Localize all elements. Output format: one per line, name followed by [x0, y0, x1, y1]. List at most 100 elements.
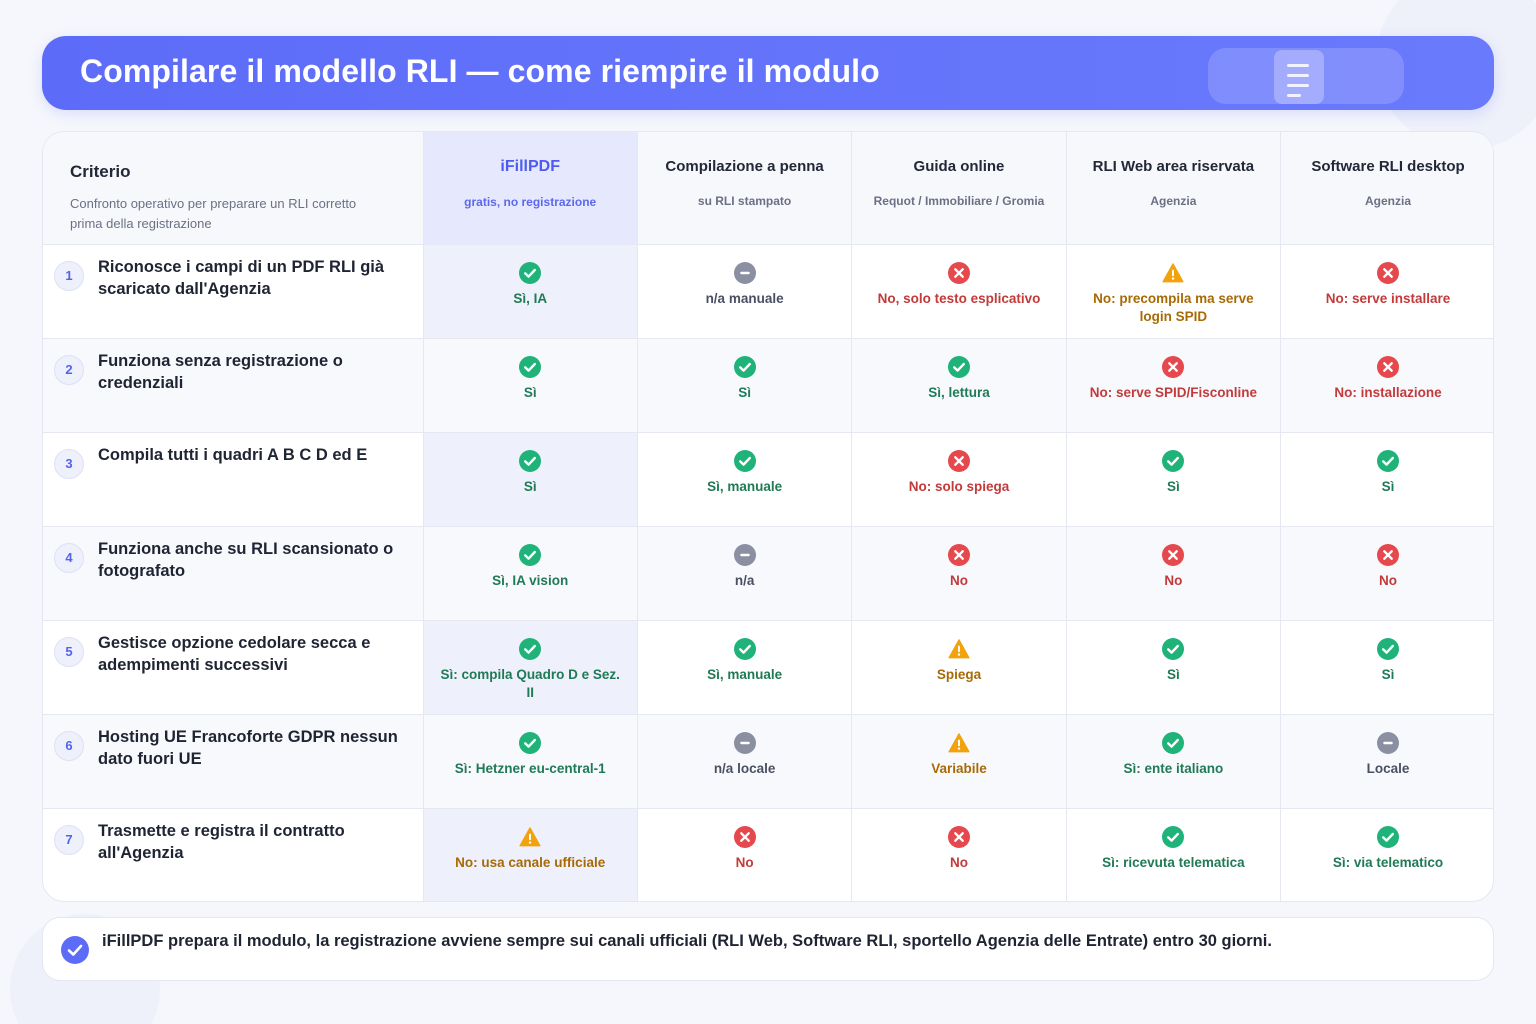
cross-icon: [947, 543, 970, 566]
row-number-badge: 2: [54, 354, 84, 385]
footer-note-text: iFillPDF prepara il modulo, la registraz…: [102, 932, 1272, 950]
check-icon: [1377, 449, 1399, 472]
status-cell: No, solo testo esplicativo: [851, 244, 1067, 339]
column-header-subtitle: Agenzia: [1365, 194, 1412, 208]
status-cell: n/a locale: [637, 714, 853, 810]
check-icon: [519, 449, 542, 472]
status-cell: Locale: [1280, 714, 1493, 810]
status-cell: Sì: [423, 432, 638, 527]
cross-icon: [1377, 543, 1399, 566]
column-header-title: RLI Web area riservata: [1092, 158, 1255, 175]
status-label: No: solo spiega: [908, 478, 1010, 494]
status-cell: Sì, lettura: [851, 338, 1067, 433]
status-label: Sì, manuale: [707, 666, 783, 682]
check-icon: [1162, 637, 1185, 660]
status-cell: Sì: [1280, 620, 1493, 715]
status-cell: Sì: compila Quadro D e Sez. II: [423, 620, 638, 715]
status-label: No: [1164, 572, 1183, 588]
status-cell: No: [851, 808, 1067, 901]
comparison-table-card: Criterio Confronto operativo per prepara…: [42, 131, 1494, 902]
minus-icon: [1377, 731, 1399, 754]
status-label: No: [949, 855, 968, 871]
row-number-badge: 7: [54, 825, 84, 856]
page-header: Compilare il modello RLI — come riempire…: [42, 36, 1494, 110]
check-icon: [1162, 731, 1185, 754]
minus-icon: [733, 261, 756, 284]
status-cell: Sì: ricevuta telematica: [1066, 808, 1282, 901]
table-row: 3 Compila tutti i quadri A B C D ed E Sì Sì…: [43, 432, 1493, 527]
status-cell: Sì: Hetzner eu-central-1: [423, 714, 638, 810]
status-cell: n/a manuale: [637, 244, 853, 339]
warning-icon: [948, 639, 970, 659]
criterion-cell: 4 Funziona anche su RLI scansionato o fot…: [43, 526, 424, 621]
table-row: 6 Hosting UE Francoforte GDPR nessun dato…: [43, 714, 1493, 810]
status-label: No, solo testo esplicativo: [877, 290, 1041, 306]
cross-icon: [733, 826, 756, 849]
status-label: Sì, IA vision: [492, 572, 569, 588]
check-icon: [733, 449, 756, 472]
status-cell: Variabile: [851, 714, 1067, 810]
status-cell: Sì, IA: [423, 244, 638, 339]
check-icon: [519, 543, 542, 566]
status-label: No: serve installare: [1325, 290, 1451, 306]
status-label: Locale: [1366, 760, 1410, 776]
status-cell: Sì: [637, 338, 853, 433]
criterion-label: Riconosce i campi di un PDF RLI già scar…: [98, 257, 385, 298]
row-number-badge: 1: [54, 260, 84, 291]
check-circle-icon: [61, 936, 89, 964]
cross-icon: [1162, 355, 1185, 378]
criterion-label: Gestisce opzione cedolare secca e adempi…: [98, 633, 371, 674]
status-label: No: [735, 855, 754, 871]
cross-icon: [1377, 261, 1399, 284]
status-label: Sì: Hetzner eu-central-1: [454, 760, 606, 776]
page-title: Compilare il modello RLI — come riempire…: [80, 53, 880, 89]
criterion-cell: 7 Trasmette e registra il contratto all'A…: [43, 808, 424, 901]
status-cell: No: serve installare: [1280, 244, 1493, 339]
cross-icon: [1377, 355, 1399, 378]
criterion-cell: 6 Hosting UE Francoforte GDPR nessun dato…: [43, 714, 424, 810]
column-header-title: iFillPDF: [500, 158, 560, 175]
document-icon: [1274, 50, 1324, 104]
status-label: Sì, lettura: [928, 384, 990, 400]
criteria-column-header: Criterio Confronto operativo per prepara…: [43, 132, 424, 245]
column-header: Compilazione a penna su RLI stampato: [637, 132, 853, 245]
check-icon: [1377, 637, 1399, 660]
status-cell: Sì, manuale: [637, 620, 853, 715]
criterion-cell: 1 Riconosce i campi di un PDF RLI già sca…: [43, 244, 424, 339]
table-row: 1 Riconosce i campi di un PDF RLI già sca…: [43, 244, 1493, 339]
status-label: Sì: ente italiano: [1123, 760, 1224, 776]
minus-icon: [733, 543, 756, 566]
header-decoration: [1208, 48, 1404, 104]
check-icon: [1377, 826, 1399, 849]
status-cell: No: usa canale ufficiale: [423, 808, 638, 901]
row-number-badge: 3: [54, 448, 84, 479]
status-cell: No: precompila ma serve login SPID: [1066, 244, 1282, 339]
minus-icon: [733, 731, 756, 754]
status-cell: Sì: via telematico: [1281, 809, 1493, 901]
row-number-badge: 4: [54, 542, 84, 573]
status-label: No: usa canale ufficiale: [455, 855, 606, 871]
column-header-subtitle: su RLI stampato: [697, 194, 792, 208]
status-label: Sì: [523, 384, 537, 400]
comparison-table: Criterio Confronto operativo per prepara…: [43, 132, 1493, 901]
status-label: No: [949, 572, 968, 588]
column-header-subtitle: gratis, no registrazione: [464, 195, 597, 209]
status-label: n/a locale: [713, 760, 776, 776]
status-cell: Sì: [1066, 432, 1282, 527]
table-row: 4 Funziona anche su RLI scansionato o fot…: [43, 526, 1493, 621]
status-label: Sì: [738, 384, 751, 400]
status-label: Sì: [1166, 666, 1180, 682]
status-cell: No: serve SPID/Fisconline: [1066, 338, 1282, 433]
status-label: No: precompila ma serve login SPID: [1093, 290, 1254, 324]
check-icon: [947, 355, 970, 378]
status-cell: Sì, IA vision: [423, 526, 638, 621]
status-label: Sì, IA: [513, 290, 548, 306]
check-icon: [519, 355, 542, 378]
status-label: No: installazione: [1334, 384, 1442, 400]
status-label: Sì: via telematico: [1332, 855, 1444, 871]
status-cell: Sì, manuale: [637, 432, 853, 527]
column-header: Software RLI desktop Agenzia: [1280, 132, 1493, 245]
column-header-title: Guida online: [913, 158, 1005, 175]
status-label: Sì, manuale: [707, 478, 783, 494]
table-row: 7 Trasmette e registra il contratto all'A…: [43, 808, 1493, 901]
